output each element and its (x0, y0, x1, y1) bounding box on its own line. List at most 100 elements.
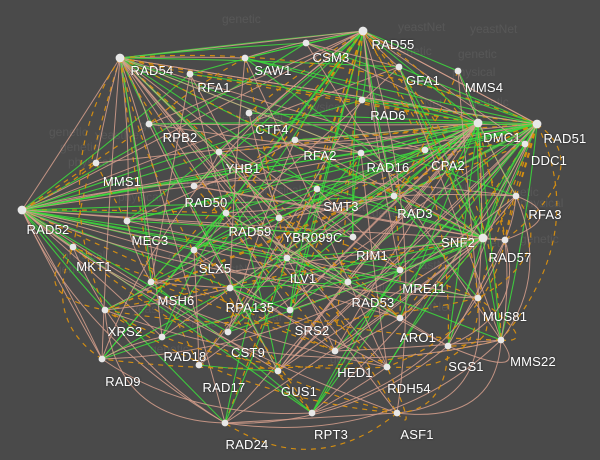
network-edge (198, 364, 279, 372)
network-node[interactable] (313, 185, 321, 193)
network-node[interactable] (283, 254, 291, 262)
network-node[interactable] (222, 209, 230, 217)
network-edge (21, 209, 388, 368)
network-node[interactable] (115, 53, 125, 63)
network-node[interactable] (474, 294, 482, 302)
network-node[interactable] (454, 67, 462, 75)
network-node[interactable] (396, 314, 404, 322)
network-edge (277, 237, 484, 372)
network-edge (189, 73, 227, 214)
network-edge (104, 123, 538, 311)
network-node[interactable] (444, 342, 452, 350)
network-edge (347, 269, 401, 283)
network-edge (393, 70, 459, 197)
network-edge (189, 30, 364, 75)
network-node[interactable] (497, 336, 505, 344)
network-node[interactable] (245, 109, 253, 117)
network-node[interactable] (158, 333, 166, 341)
network-node[interactable] (275, 214, 283, 222)
network-node[interactable] (501, 236, 509, 244)
network-node[interactable] (17, 205, 27, 215)
network-edge (294, 139, 426, 151)
network-edge (119, 57, 398, 414)
network-node[interactable] (190, 182, 198, 190)
network-node[interactable] (286, 306, 294, 314)
network-node[interactable] (147, 278, 155, 286)
network-node[interactable] (358, 96, 366, 104)
network-node[interactable] (98, 355, 106, 363)
network-node[interactable] (215, 148, 223, 156)
network-node[interactable] (532, 119, 542, 129)
network-node[interactable] (224, 328, 232, 336)
network-edge (193, 185, 336, 352)
network-node[interactable] (195, 361, 203, 369)
network-node[interactable] (241, 54, 249, 62)
network-edge (278, 217, 479, 299)
network-node[interactable] (331, 347, 339, 355)
network-edge (289, 188, 318, 311)
network-edge (218, 151, 401, 271)
network-node[interactable] (308, 409, 316, 417)
network-node[interactable] (395, 63, 403, 71)
network-edge (362, 30, 506, 241)
network-edge (119, 57, 517, 197)
network-edge (218, 151, 484, 239)
network-edge (229, 281, 349, 289)
network-edge (119, 57, 152, 283)
network-edge (150, 237, 484, 283)
network-node[interactable] (512, 192, 520, 200)
network-node[interactable] (186, 70, 194, 78)
network-edge (101, 237, 484, 360)
network-node[interactable] (92, 159, 100, 167)
network-edge (119, 57, 226, 424)
network-edge (334, 123, 538, 352)
network-node[interactable] (478, 233, 488, 243)
network-node[interactable] (145, 120, 153, 128)
network-node[interactable] (421, 146, 429, 154)
network-node[interactable] (473, 118, 483, 128)
network-edge (386, 297, 479, 368)
network-edge (224, 257, 288, 424)
network-node[interactable] (291, 136, 299, 144)
network-node[interactable] (302, 39, 310, 47)
network-node[interactable] (101, 306, 109, 314)
network-node[interactable] (349, 233, 357, 241)
network-node[interactable] (383, 363, 391, 371)
network-node[interactable] (393, 409, 401, 417)
network-edge (277, 123, 538, 372)
network-edge (101, 336, 163, 360)
network-edge (396, 339, 502, 415)
network-node[interactable] (123, 217, 131, 225)
network-edge (398, 66, 484, 239)
network-node[interactable] (358, 26, 368, 36)
network-edge (386, 237, 484, 368)
network-node[interactable] (357, 149, 365, 157)
network-edge (126, 122, 479, 222)
network-edge (101, 57, 121, 360)
network-node[interactable] (190, 246, 198, 254)
network-node[interactable] (221, 419, 229, 427)
network-edge (119, 57, 479, 124)
network-node[interactable] (226, 284, 234, 292)
network-edge (119, 57, 388, 368)
network-edge (148, 123, 362, 154)
network-edge (119, 57, 318, 190)
network-edge (21, 99, 363, 211)
network-edge (316, 188, 484, 239)
network-node[interactable] (390, 192, 398, 200)
network-edge (248, 112, 538, 125)
network-edge (362, 30, 395, 197)
network-node[interactable] (396, 266, 404, 274)
network-node[interactable] (69, 243, 77, 251)
network-edge (61, 246, 103, 360)
network-node[interactable] (521, 140, 529, 148)
network-edge (21, 209, 506, 241)
network-edge (477, 297, 517, 341)
network-node[interactable] (274, 367, 282, 375)
network-edge (104, 297, 479, 324)
network-edge (277, 30, 364, 372)
network-edge (316, 30, 364, 190)
network-node[interactable] (344, 278, 352, 286)
network-edge (101, 30, 364, 360)
